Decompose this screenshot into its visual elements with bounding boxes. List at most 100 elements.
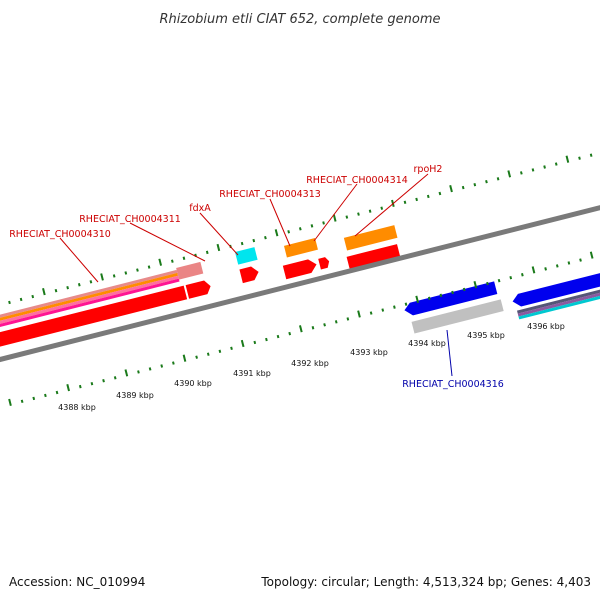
minor-tick xyxy=(439,293,443,298)
linear-track-group xyxy=(0,153,600,406)
gene-fdxA[interactable] xyxy=(239,265,260,284)
scale-label: 4394 kbp xyxy=(408,339,446,348)
minor-tick xyxy=(554,162,558,166)
minor-tick xyxy=(462,287,466,292)
feature-orange-2[interactable] xyxy=(343,225,398,251)
scale-labels: 4388 kbp 4389 kbp 4390 kbp 4391 kbp 4392… xyxy=(58,322,565,412)
minor-tick xyxy=(544,267,547,271)
major-tick xyxy=(589,251,594,259)
major-tick xyxy=(332,214,337,222)
major-tick xyxy=(531,266,536,274)
label-rpoH2[interactable]: rpoH2 xyxy=(414,164,443,175)
gene-rpoH2[interactable] xyxy=(346,244,401,270)
minor-tick xyxy=(31,294,35,299)
minor-tick xyxy=(19,297,23,302)
minor-tick xyxy=(206,352,210,356)
major-tick xyxy=(415,295,419,303)
stripe-magenta xyxy=(0,275,179,326)
scale-label: 4389 kbp xyxy=(116,391,154,400)
scale-label: 4392 kbp xyxy=(291,359,329,368)
stripe-purple xyxy=(517,286,600,317)
minor-tick xyxy=(66,285,69,290)
minor-tick xyxy=(77,283,81,287)
major-tick xyxy=(216,243,221,252)
label-RHECIAT_CH0004313[interactable]: RHECIAT_CH0004313 xyxy=(219,189,321,200)
minor-tick xyxy=(346,317,350,321)
major-tick xyxy=(357,310,361,318)
minor-tick xyxy=(252,238,256,243)
minor-tick xyxy=(334,320,338,324)
minor-tick xyxy=(148,367,152,371)
minor-tick xyxy=(579,258,582,262)
label-RHECIAT_CH0004314[interactable]: RHECIAT_CH0004314 xyxy=(306,175,408,186)
minor-tick xyxy=(345,215,349,219)
reverse-genes xyxy=(403,269,600,334)
major-tick xyxy=(42,288,46,296)
stripe-teal xyxy=(518,289,600,320)
feature-orange-1[interactable] xyxy=(283,237,318,258)
major-tick xyxy=(507,170,512,178)
minor-tick xyxy=(473,182,477,187)
gene-RHECIAT_CH0004310[interactable] xyxy=(0,285,188,347)
major-tick xyxy=(158,258,163,266)
minor-tick xyxy=(112,274,116,278)
minor-tick xyxy=(368,209,372,213)
stripe-orange xyxy=(0,272,179,323)
feature-cyan[interactable] xyxy=(235,247,258,265)
minor-tick xyxy=(509,276,513,280)
scale-label: 4388 kbp xyxy=(58,403,96,412)
minor-tick xyxy=(195,355,198,359)
label-RHECIAT_CH0004311[interactable]: RHECIAT_CH0004311 xyxy=(79,214,181,225)
minor-tick xyxy=(124,271,128,275)
minor-tick xyxy=(136,268,139,272)
minor-tick xyxy=(438,191,442,196)
minor-tick xyxy=(78,384,82,389)
minor-tick xyxy=(102,379,105,383)
minor-tick xyxy=(357,212,360,216)
minor-tick xyxy=(54,288,58,293)
minor-tick xyxy=(404,302,408,306)
leader-line-4314 xyxy=(313,183,358,242)
minor-tick xyxy=(426,194,430,199)
minor-tick xyxy=(486,281,489,286)
minor-tick xyxy=(264,235,267,240)
gene-RHECIAT_CH0004316[interactable] xyxy=(403,281,498,317)
label-RHECIAT_CH0004310[interactable]: RHECIAT_CH0004310 xyxy=(9,229,111,240)
leader-line-4316 xyxy=(446,329,453,377)
minor-tick xyxy=(543,165,546,169)
label-RHECIAT_CH0004316[interactable]: RHECIAT_CH0004316 xyxy=(402,379,504,390)
minor-tick xyxy=(288,331,292,336)
scale-label: 4391 kbp xyxy=(233,369,271,378)
minor-tick xyxy=(578,156,581,160)
gene-annotations: RHECIAT_CH0004310 RHECIAT_CH0004311 fdxA… xyxy=(9,164,504,390)
minor-tick xyxy=(55,390,59,395)
minor-tick xyxy=(298,227,302,231)
minor-tick xyxy=(287,230,291,234)
gene-RHECIAT_CH0004313[interactable] xyxy=(282,258,318,280)
feature-salmon xyxy=(176,261,204,280)
minor-tick xyxy=(415,197,418,202)
gene-RHECIAT_CH0004314[interactable] xyxy=(318,256,330,270)
minor-tick xyxy=(451,290,454,295)
gene-reverse-next[interactable] xyxy=(511,269,600,308)
minor-tick xyxy=(323,323,326,327)
minor-tick xyxy=(147,265,151,269)
major-tick xyxy=(124,369,129,377)
minor-tick xyxy=(403,200,407,205)
label-fdxA[interactable]: fdxA xyxy=(189,203,211,214)
minor-tick xyxy=(171,259,174,263)
scale-label: 4396 kbp xyxy=(527,322,565,331)
minor-tick xyxy=(521,273,524,277)
minor-tick xyxy=(253,340,257,345)
minor-tick xyxy=(89,280,93,284)
lower-tick-ruler xyxy=(8,251,594,406)
leader-line-4310 xyxy=(59,237,99,283)
major-tick xyxy=(100,273,104,281)
accession-text: Accession: NC_010994 xyxy=(9,575,145,589)
stripe-deeppink xyxy=(0,278,180,329)
leader-line-fdxA xyxy=(199,212,239,256)
gene-RHECIAT_CH0004311[interactable] xyxy=(185,279,213,299)
forward-genes xyxy=(0,244,401,347)
minor-tick xyxy=(8,300,11,305)
leader-line-rpoH2 xyxy=(354,173,429,237)
